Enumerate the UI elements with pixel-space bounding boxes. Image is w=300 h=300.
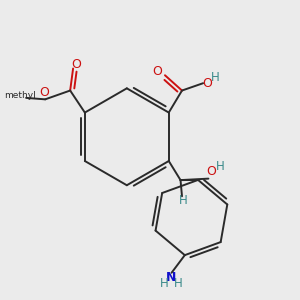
Text: O: O xyxy=(153,65,163,78)
Text: O: O xyxy=(202,77,212,90)
Text: O: O xyxy=(206,165,216,178)
Text: methyl: methyl xyxy=(4,91,35,100)
Text: H: H xyxy=(211,71,220,84)
Text: H: H xyxy=(178,194,187,208)
Text: N: N xyxy=(166,271,176,284)
Text: O: O xyxy=(71,58,81,70)
Text: H: H xyxy=(216,160,224,173)
Text: H: H xyxy=(160,277,168,290)
Text: H: H xyxy=(174,277,182,290)
Text: O: O xyxy=(40,86,50,99)
